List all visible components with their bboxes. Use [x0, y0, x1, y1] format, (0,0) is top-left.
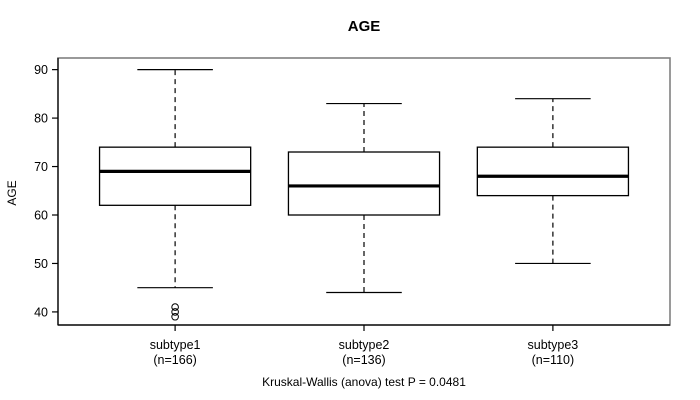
y-tick-label: 40: [34, 305, 48, 319]
group-count-label: (n=136): [342, 353, 385, 367]
y-tick-label: 50: [34, 257, 48, 271]
outlier-point: [171, 303, 179, 311]
outlier-point: [171, 308, 179, 316]
iqr-box: [476, 146, 630, 197]
group-label: subtype1: [150, 338, 201, 352]
chart-title: AGE: [347, 18, 381, 35]
group-count-label: (n=110): [532, 353, 575, 367]
y-tick-label: 90: [34, 63, 48, 77]
kruskal-wallis-annotation: Kruskal-Wallis (anova) test P = 0.0481: [262, 375, 466, 389]
group-label: subtype2: [339, 338, 390, 352]
y-tick-label: 80: [34, 111, 48, 125]
y-tick-label: 70: [34, 160, 48, 174]
outlier-point: [171, 312, 179, 321]
group-label: subtype3: [528, 338, 579, 352]
group-count-label: (n=166): [153, 353, 196, 367]
iqr-box: [287, 151, 441, 216]
iqr-box: [98, 146, 252, 206]
y-tick-label: 60: [34, 208, 48, 222]
